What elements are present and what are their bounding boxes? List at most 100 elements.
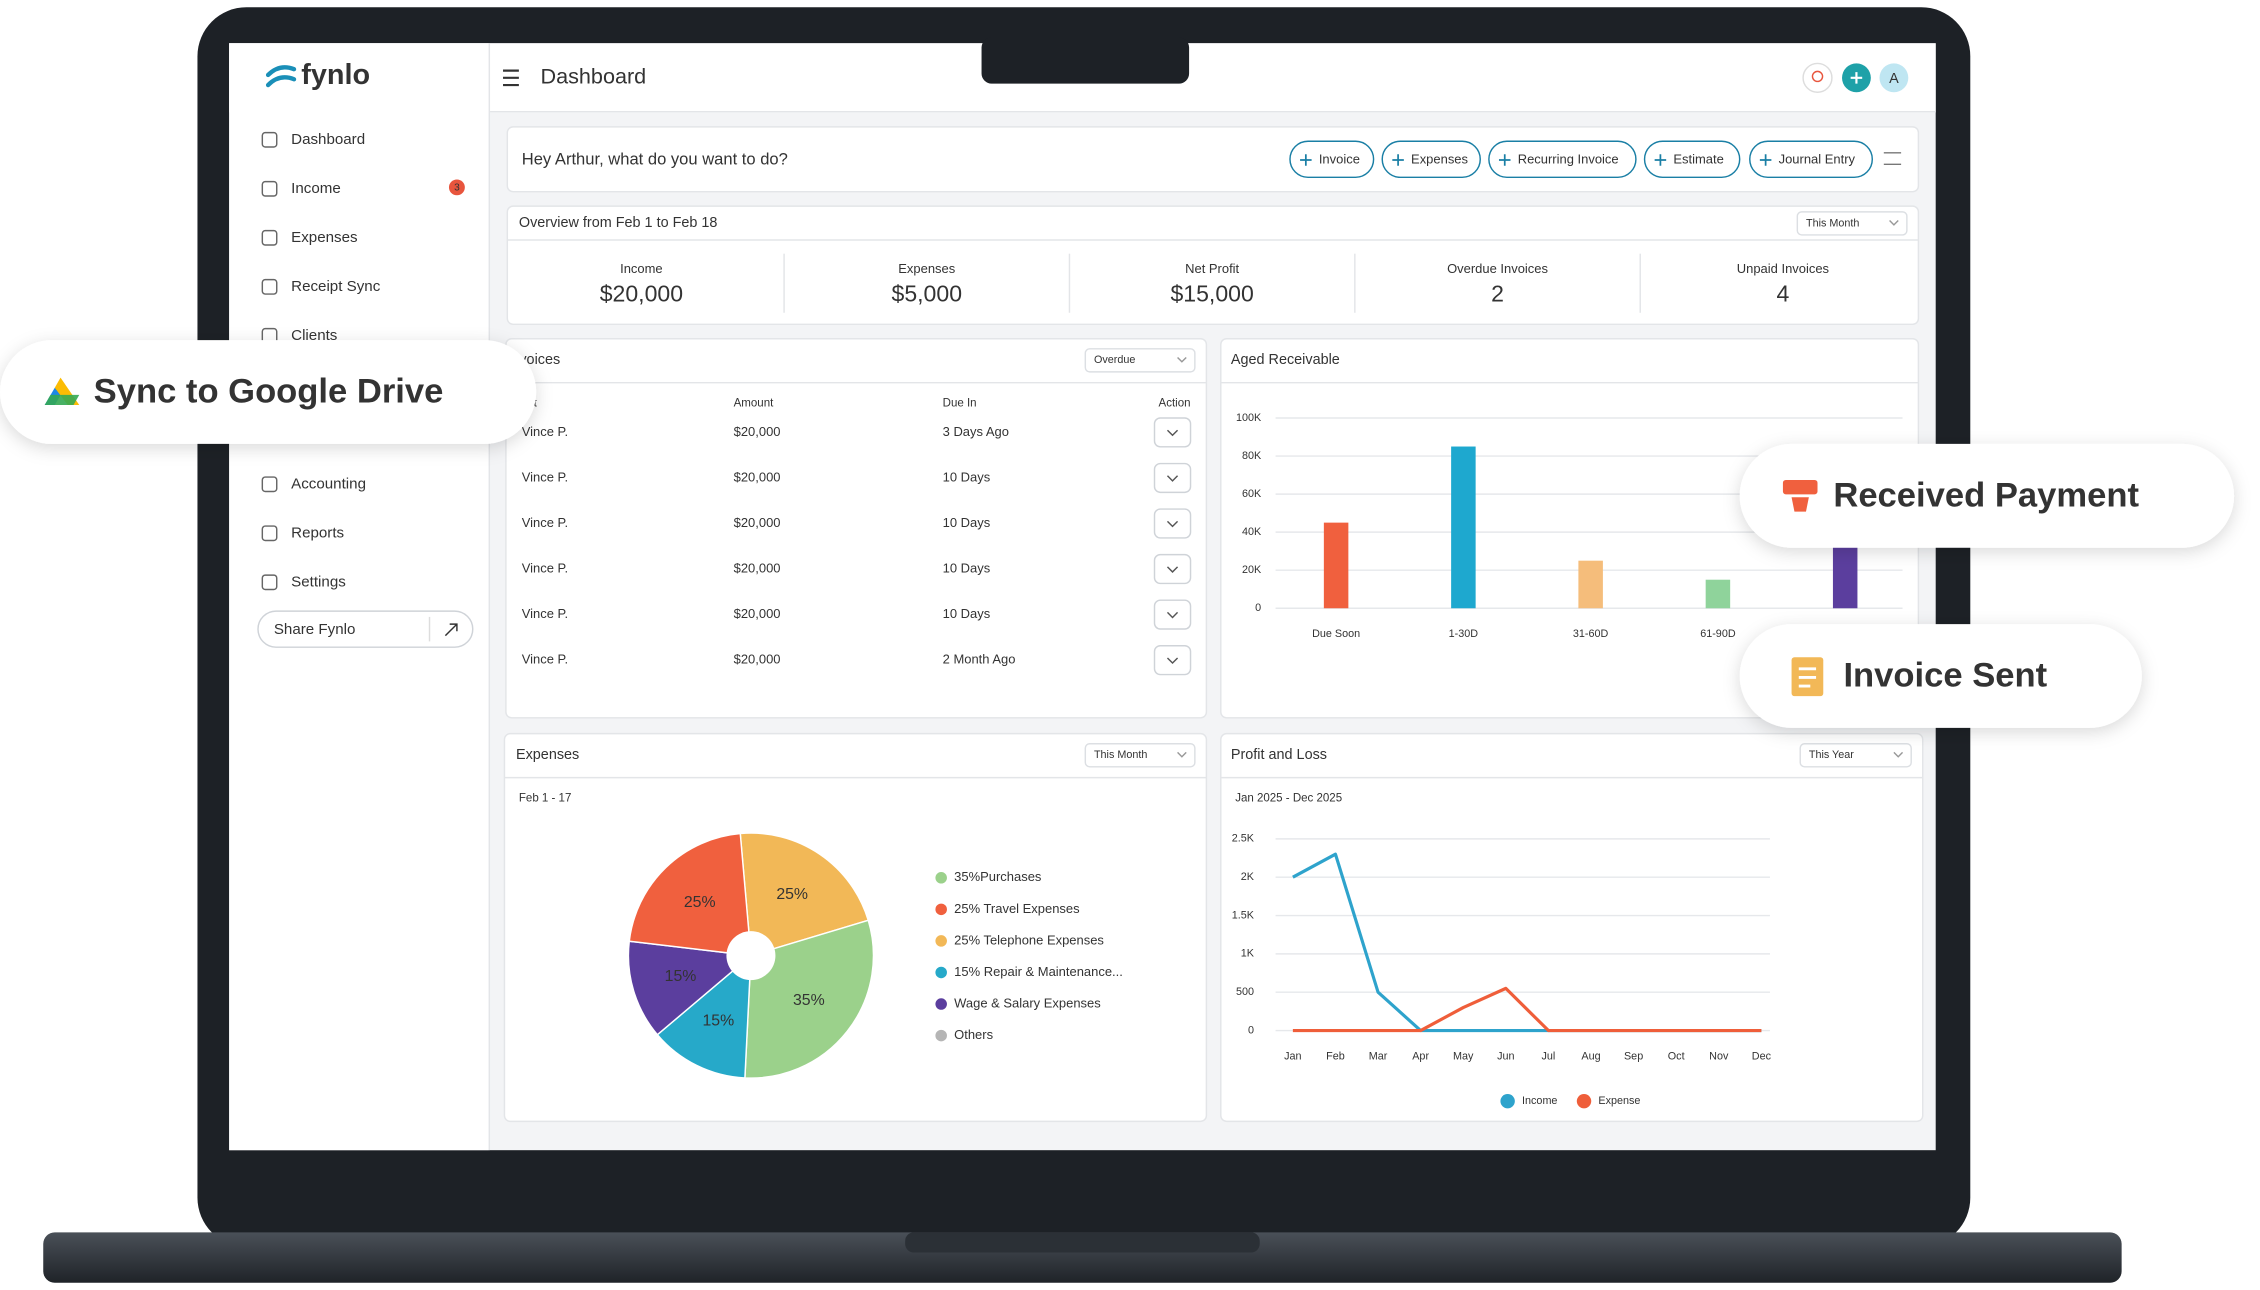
slice-label: 35%	[793, 992, 825, 1009]
action-button[interactable]	[1289, 140, 1375, 179]
y-tick-label: 100K	[1236, 412, 1262, 424]
plus-icon	[1654, 154, 1667, 166]
y-tick-label: 1K	[1241, 948, 1255, 960]
slice-label: 15%	[702, 1013, 734, 1030]
legend-dot	[935, 935, 947, 947]
action-button[interactable]	[1643, 140, 1741, 179]
notification-button[interactable]	[1802, 62, 1833, 93]
x-tick-label: 61-90D	[1700, 628, 1736, 640]
plus-icon	[1759, 154, 1772, 166]
dropdown[interactable]	[1796, 211, 1908, 236]
nav-icon[interactable]	[261, 131, 278, 148]
legend-dot	[1576, 1093, 1592, 1109]
stat-value: $15,000	[1170, 281, 1253, 307]
x-tick-label: Apr	[1412, 1050, 1429, 1062]
action-label: Estimate	[1673, 151, 1723, 166]
menu-icon[interactable]	[503, 69, 519, 87]
column-header: Action	[1159, 398, 1191, 410]
nav-icon[interactable]	[261, 229, 278, 246]
row-action[interactable]	[1153, 508, 1192, 539]
row-action[interactable]	[1153, 645, 1192, 676]
y-tick-label: 2.5K	[1232, 833, 1255, 845]
slice-label: 15%	[665, 968, 697, 985]
legend-label: 25% Travel Expenses	[954, 901, 1080, 916]
stat-value: $5,000	[892, 281, 963, 307]
chevron	[1889, 220, 1899, 226]
legend-label: Others	[954, 1027, 993, 1042]
avatar-initial: A	[1889, 71, 1899, 87]
toast	[1739, 443, 2235, 548]
share-button[interactable]	[257, 610, 474, 648]
nav-icon[interactable]	[261, 476, 278, 493]
card-title: Expenses	[516, 747, 579, 763]
subtitle: Feb 1 - 17	[519, 793, 571, 805]
legend-label: Wage & Salary Expenses	[954, 995, 1101, 1010]
card-title: Profit and Loss	[1231, 747, 1327, 763]
dropdown[interactable]	[1084, 743, 1196, 768]
x-tick-label: Mar	[1369, 1050, 1388, 1062]
pie-slice	[628, 832, 752, 957]
x-tick-label: 31-60D	[1573, 628, 1609, 640]
action-label: Invoice	[1319, 151, 1360, 166]
chevron	[1177, 751, 1187, 758]
nav-icon[interactable]	[261, 278, 278, 295]
row-action[interactable]	[1153, 553, 1192, 585]
action-button[interactable]	[1749, 140, 1874, 179]
x-tick-label: Oct	[1668, 1050, 1685, 1062]
y-tick-label: 60K	[1242, 488, 1262, 500]
row-action[interactable]	[1153, 417, 1192, 448]
amount: $20,000	[734, 424, 781, 439]
x-tick-label: Jun	[1497, 1050, 1514, 1062]
stat-label: Expenses	[898, 261, 955, 276]
due-in: 2 Month Ago	[943, 652, 1016, 667]
nav-item: Income	[291, 180, 341, 197]
action-label: Expenses	[1411, 151, 1468, 166]
settings-sliders[interactable]	[1883, 152, 1902, 166]
bar	[1832, 541, 1858, 609]
stat-label: Unpaid Invoices	[1737, 261, 1830, 276]
nav-icon[interactable]	[261, 180, 278, 197]
share-label: Share Fynlo	[274, 621, 356, 638]
stat-value: 2	[1491, 281, 1504, 307]
due-in: 3 Days Ago	[943, 424, 1009, 439]
notifications: Sync to Google Drive Received Payment Invo…	[0, 340, 2235, 728]
row-action[interactable]	[1153, 599, 1192, 630]
nav-icon[interactable]	[261, 525, 278, 542]
x-tick-label: May	[1453, 1050, 1474, 1062]
client-name: Vince P.	[522, 652, 568, 667]
y-tick-label: 80K	[1242, 450, 1262, 462]
legend-label: 15% Repair & Maintenance...	[954, 964, 1123, 979]
nav-item: Expenses	[291, 229, 358, 246]
nav-item: Accounting	[291, 475, 366, 492]
action-button[interactable]	[1488, 140, 1637, 179]
bar	[1578, 560, 1603, 609]
action-label: Recurring Invoice	[1518, 151, 1619, 166]
action-button[interactable]	[1381, 140, 1481, 179]
nav-icon[interactable]	[261, 574, 278, 591]
due-in: 10 Days	[943, 469, 991, 484]
prompt: Hey Arthur, what do you want to do?	[522, 149, 788, 168]
due-in: 10 Days	[943, 560, 991, 575]
dropdown-label: Overdue	[1094, 354, 1135, 366]
dropdown[interactable]	[1799, 743, 1912, 768]
subtitle: Jan 2025 - Dec 2025	[1235, 793, 1342, 805]
amount: $20,000	[734, 560, 781, 575]
row-action[interactable]	[1153, 462, 1192, 494]
pie-slice	[744, 919, 875, 1079]
client-name: Vince P.	[522, 424, 568, 439]
dropdown[interactable]	[1084, 348, 1196, 373]
dropdown-label: This Month	[1806, 217, 1859, 229]
invoice-icon	[1798, 667, 1817, 688]
avatar[interactable]	[1879, 63, 1909, 93]
nav-item: Reports	[291, 524, 344, 541]
page-title: Dashboard	[540, 64, 646, 89]
legend-label: 25% Telephone Expenses	[954, 932, 1104, 947]
nav-item: Dashboard	[291, 131, 365, 148]
chevron	[1166, 566, 1179, 573]
x-tick-label: Due Soon	[1312, 628, 1360, 640]
badge	[448, 179, 465, 196]
chevron	[1893, 751, 1904, 758]
slice-label: 25%	[684, 894, 716, 911]
dropdown-label: This Year	[1809, 749, 1854, 761]
legend-dot	[935, 966, 947, 979]
